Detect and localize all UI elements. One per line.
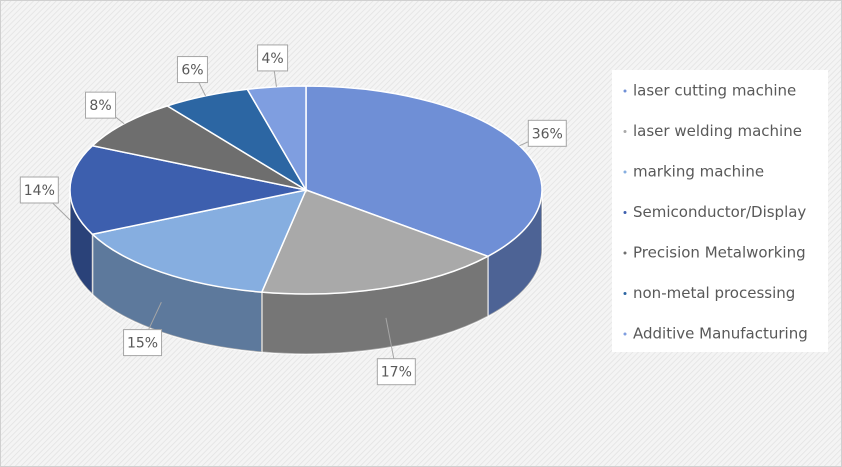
slice-side-shade [261,256,488,354]
legend: laser cutting machine laser welding machi… [623,82,808,343]
slice [246,85,307,193]
value-label: 15% [127,336,158,352]
value-label: 6% [181,63,203,79]
value-label-box [376,358,416,386]
value-label-box [257,44,289,72]
legend-label: marking machine [633,163,764,181]
legend-marker [623,170,627,174]
legend-marker [623,332,627,336]
legend-marker [623,292,627,295]
legend-marker [623,89,627,93]
slice-side-shade [70,190,93,295]
value-label-box [85,91,117,119]
legend-label: Additive Manufacturing [633,325,808,343]
legend-marker [623,130,627,133]
legend-marker [623,251,627,255]
value-label: 17% [381,365,412,381]
value-label-box [527,119,567,147]
value-label-box [19,176,59,204]
pie [69,85,543,355]
value-label-box [176,56,208,84]
value-label: 14% [24,183,55,199]
legend-label: laser welding machine [633,122,802,140]
legend-label: Precision Metalworking [633,244,806,262]
slice [260,189,490,295]
value-label: 8% [89,98,111,114]
slice [90,188,308,293]
legend-box [612,70,828,352]
slice-side-shade [487,190,542,317]
legend-marker [623,211,627,214]
value-label: 4% [261,51,283,67]
slice [305,85,543,258]
slice-side-shade [92,234,262,353]
legend-label: Semiconductor/Display [633,203,806,221]
labels: 36% 17% 15% 14% 8% 6% 4% [19,44,567,386]
legend-label: non-metal processing [633,284,795,302]
value-label: 36% [532,126,563,142]
slice [69,144,307,236]
legend-label: laser cutting machine [633,82,796,100]
value-label-box [123,329,163,357]
